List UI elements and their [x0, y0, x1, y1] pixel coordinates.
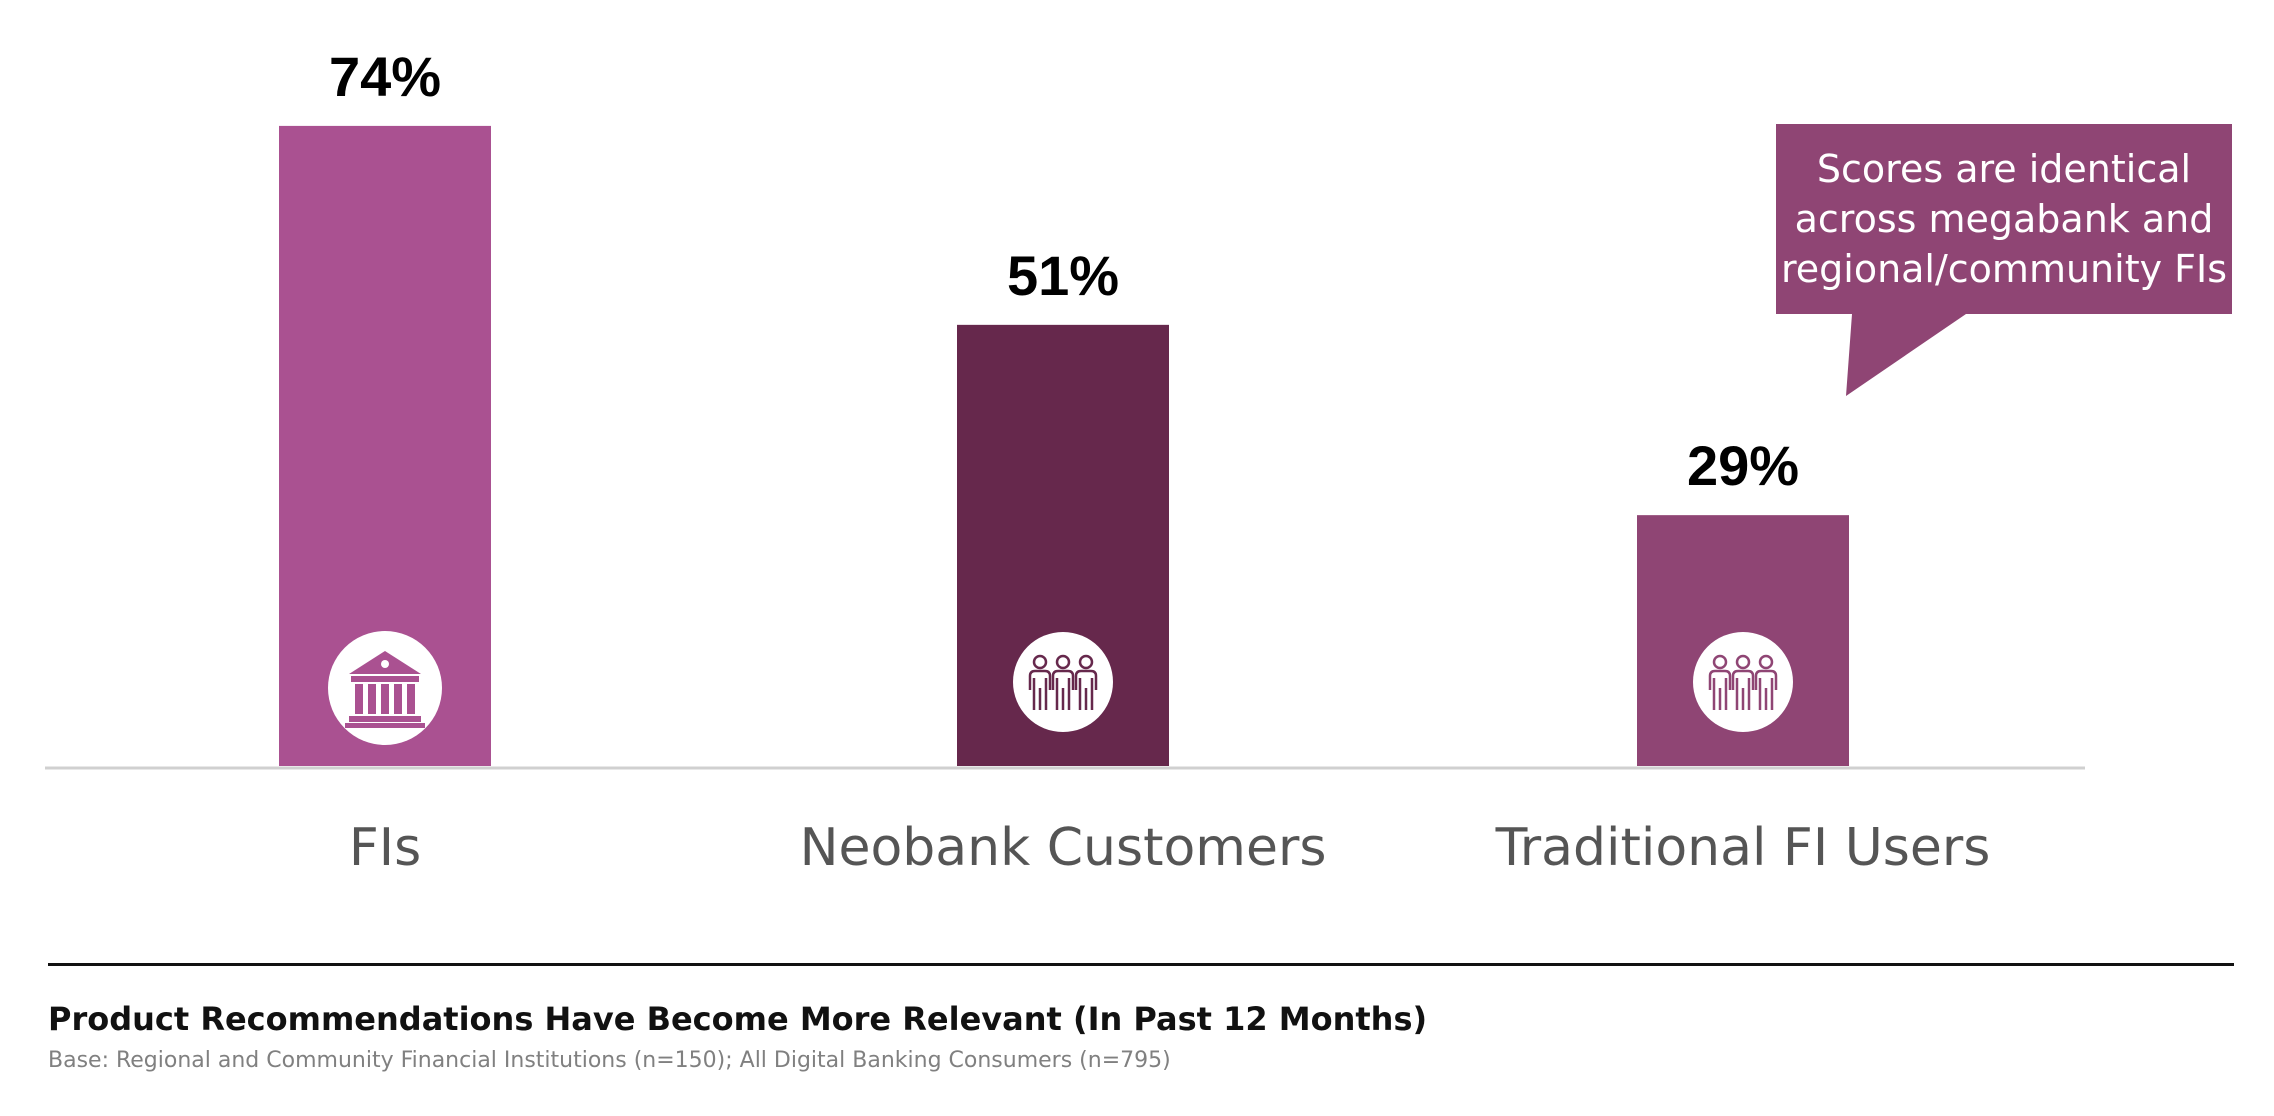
- footer-divider: [48, 963, 2234, 966]
- person-body: [1074, 669, 1098, 710]
- people-icon: [1708, 654, 1778, 710]
- people-icon: [1028, 654, 1098, 710]
- icon-circle: [1693, 632, 1793, 732]
- bank-icon: [345, 651, 425, 728]
- value-label: 51%: [1007, 244, 1119, 307]
- person-body: [1731, 669, 1755, 710]
- person-head: [1078, 654, 1094, 670]
- annotation-line-1: Scores are identical: [1816, 147, 2192, 191]
- category-label: Traditional FI Users: [1495, 818, 1991, 878]
- annotation-line-3: regional/community FIs: [1780, 247, 2228, 291]
- chart-base-note: Base: Regional and Community Financial I…: [48, 1048, 1171, 1073]
- bank-column: [394, 684, 402, 714]
- bank-architrave: [351, 676, 419, 682]
- bank-roof-dot: [381, 660, 389, 668]
- category-label: Neobank Customers: [800, 818, 1327, 878]
- person-head: [1032, 654, 1048, 670]
- category-label: FIs: [349, 818, 421, 878]
- icon-circle: [1013, 632, 1113, 732]
- person-body: [1051, 669, 1075, 710]
- bank-column: [381, 684, 389, 714]
- bank-column: [355, 684, 363, 714]
- bar-group: 51% Neobank Customers: [800, 244, 1327, 878]
- person-head: [1712, 654, 1728, 670]
- person-head: [1055, 654, 1071, 670]
- chart-title: Product Recommendations Have Become More…: [48, 1000, 1428, 1038]
- value-label: 74%: [329, 45, 441, 108]
- annotation-callout: Scores are identical across megabank and…: [1776, 124, 2232, 314]
- bank-column: [407, 684, 415, 714]
- person-body: [1754, 669, 1778, 710]
- person-head: [1758, 654, 1774, 670]
- value-label: 29%: [1687, 434, 1799, 497]
- annotation-callout-background: [1776, 124, 2232, 396]
- person-body: [1028, 669, 1052, 710]
- bank-column: [368, 684, 376, 714]
- person-head: [1735, 654, 1751, 670]
- bar-group: 29% Traditional FI Users: [1495, 434, 1991, 878]
- bank-base: [345, 723, 425, 728]
- annotation-line-2: across megabank and: [1794, 197, 2214, 241]
- bar-group: 74% FIs: [279, 45, 491, 878]
- person-body: [1708, 669, 1732, 710]
- bank-step: [349, 716, 421, 722]
